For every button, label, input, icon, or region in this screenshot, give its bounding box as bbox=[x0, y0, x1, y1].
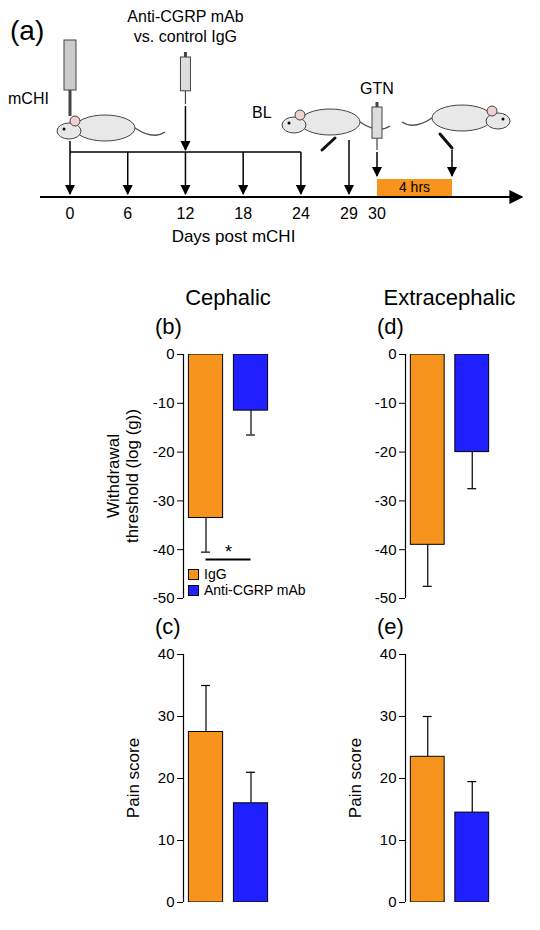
html-text:Anti-CGRP mAb: Anti-CGRP mAb bbox=[204, 582, 306, 598]
svg-text:GTN: GTN bbox=[360, 80, 394, 97]
svg-text:20: 20 bbox=[158, 769, 175, 786]
html-text:Cephalic: Cephalic bbox=[185, 285, 271, 310]
svg-text:vs. control IgG: vs. control IgG bbox=[134, 28, 237, 45]
svg-text:10: 10 bbox=[158, 831, 175, 848]
svg-text:Days post mCHI: Days post mCHI bbox=[172, 227, 296, 246]
html-text:Pain score: Pain score bbox=[123, 737, 143, 819]
svg-text:30: 30 bbox=[158, 707, 175, 724]
svg-text:0: 0 bbox=[66, 205, 75, 222]
svg-text:-20: -20 bbox=[375, 443, 397, 460]
svg-text:29: 29 bbox=[340, 205, 358, 222]
svg-text:24: 24 bbox=[292, 205, 310, 222]
svg-text:-50: -50 bbox=[153, 589, 175, 606]
svg-text:mCHI: mCHI bbox=[8, 90, 49, 107]
svg-text:-30: -30 bbox=[153, 492, 175, 509]
svg-text:30: 30 bbox=[368, 205, 386, 222]
svg-text:18: 18 bbox=[234, 205, 252, 222]
svg-text:BL: BL bbox=[252, 104, 272, 121]
svg-text:-30: -30 bbox=[375, 492, 397, 509]
svg-text:0: 0 bbox=[166, 345, 174, 362]
html-text:(d): (d) bbox=[377, 314, 404, 339]
svg-text:-40: -40 bbox=[375, 541, 397, 558]
svg-text:(a): (a) bbox=[10, 15, 44, 46]
svg-text:-20: -20 bbox=[153, 443, 175, 460]
svg-text:-50: -50 bbox=[375, 589, 397, 606]
html-text:(e): (e) bbox=[377, 614, 404, 639]
svg-text:*: * bbox=[225, 542, 232, 562]
svg-text:40: 40 bbox=[380, 645, 397, 662]
svg-text:-40: -40 bbox=[153, 541, 175, 558]
html-text:Withdrawal threshold (log (g)): Withdrawal threshold (log (g)) bbox=[104, 408, 142, 544]
svg-text:40: 40 bbox=[158, 645, 175, 662]
svg-text:-10: -10 bbox=[375, 394, 397, 411]
html-text:IgG: IgG bbox=[204, 566, 227, 582]
html-text:(c): (c) bbox=[155, 614, 181, 639]
svg-text:10: 10 bbox=[380, 831, 397, 848]
svg-text:30: 30 bbox=[380, 707, 397, 724]
svg-text:Anti-CGRP mAb: Anti-CGRP mAb bbox=[127, 8, 243, 25]
svg-text:0: 0 bbox=[388, 893, 396, 910]
svg-text:6: 6 bbox=[123, 205, 132, 222]
svg-text:0: 0 bbox=[388, 345, 396, 362]
html-text:Pain score: Pain score bbox=[345, 737, 365, 819]
svg-text:-10: -10 bbox=[153, 394, 175, 411]
svg-text:12: 12 bbox=[177, 205, 195, 222]
svg-text:4 hrs: 4 hrs bbox=[399, 179, 430, 195]
html-text:Extracephalic: Extracephalic bbox=[383, 285, 516, 310]
svg-text:0: 0 bbox=[166, 893, 174, 910]
svg-text:20: 20 bbox=[380, 769, 397, 786]
html-text:(b): (b) bbox=[155, 314, 182, 339]
